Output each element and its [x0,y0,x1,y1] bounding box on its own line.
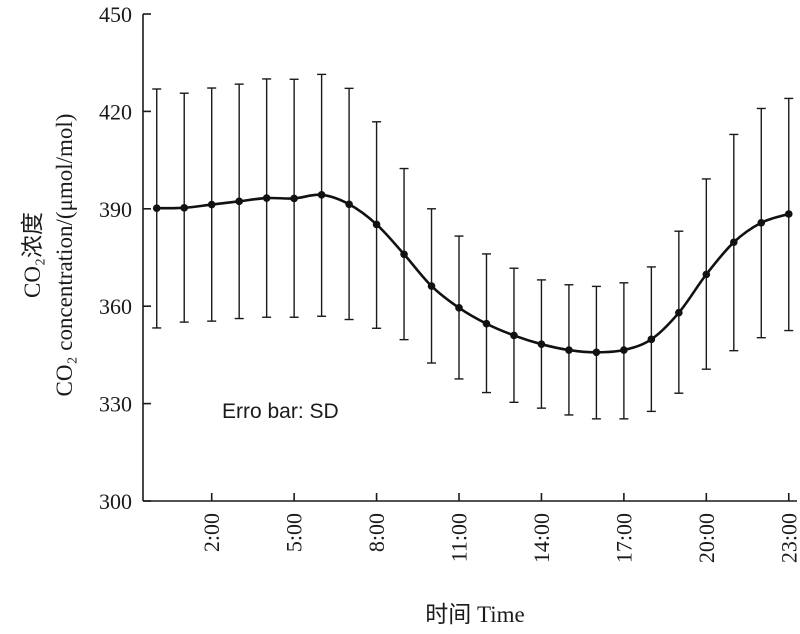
y-tick-label: 300 [99,489,132,514]
x-tick-label: 23:00 [776,513,800,563]
data-point [757,218,766,227]
data-point [180,204,189,212]
x-tick-label: 20:00 [694,513,719,563]
error-bars [152,73,794,420]
data-point [345,200,353,209]
series-group [152,191,793,357]
data-point [702,270,711,279]
x-tick-label: 17:00 [611,513,636,563]
data-point [510,331,518,340]
annotation-errorbar: Erro bar: SD [222,400,339,423]
x-axis-title: 时间 Time [425,602,524,627]
data-point [400,250,408,259]
axes [142,14,797,502]
data-point [427,282,436,290]
data-point [262,194,271,202]
data-point [207,200,216,209]
y-axis-ticks: 300 330 360 390 420 450 [99,2,151,514]
data-point [784,210,793,218]
x-tick-label: 8:00 [364,513,389,552]
y-tick-label: 390 [99,197,132,222]
data-point [152,204,161,212]
data-point [317,191,326,199]
data-point [647,335,656,344]
data-point [675,308,683,317]
x-tick-label: 14:00 [529,513,554,563]
x-axis-ticks: 2:00 5:00 8:00 11:00 14:00 17:00 20:00 23:00 [199,493,800,563]
data-point [290,194,298,203]
data-point [729,238,738,247]
x-tick-label: 2:00 [199,513,224,552]
data-point [482,319,491,328]
data-point [620,346,628,354]
data-point [455,304,463,312]
x-tick-label: 5:00 [282,513,307,552]
data-point [537,340,546,348]
x-tick-label: 11:00 [447,513,472,562]
data-point [372,220,381,229]
y-axis-title-line1: CO₂浓度 [20,212,45,298]
data-point [592,348,601,357]
data-point [235,197,243,206]
y-tick-label: 420 [99,99,132,124]
y-tick-label: 450 [99,2,132,27]
y-axis-title-line2: CO₂ concentration/(μmol/mol) [52,114,77,397]
data-point [565,346,573,354]
y-tick-label: 330 [99,392,132,417]
y-tick-label: 360 [99,294,132,319]
series-line [156,193,790,354]
